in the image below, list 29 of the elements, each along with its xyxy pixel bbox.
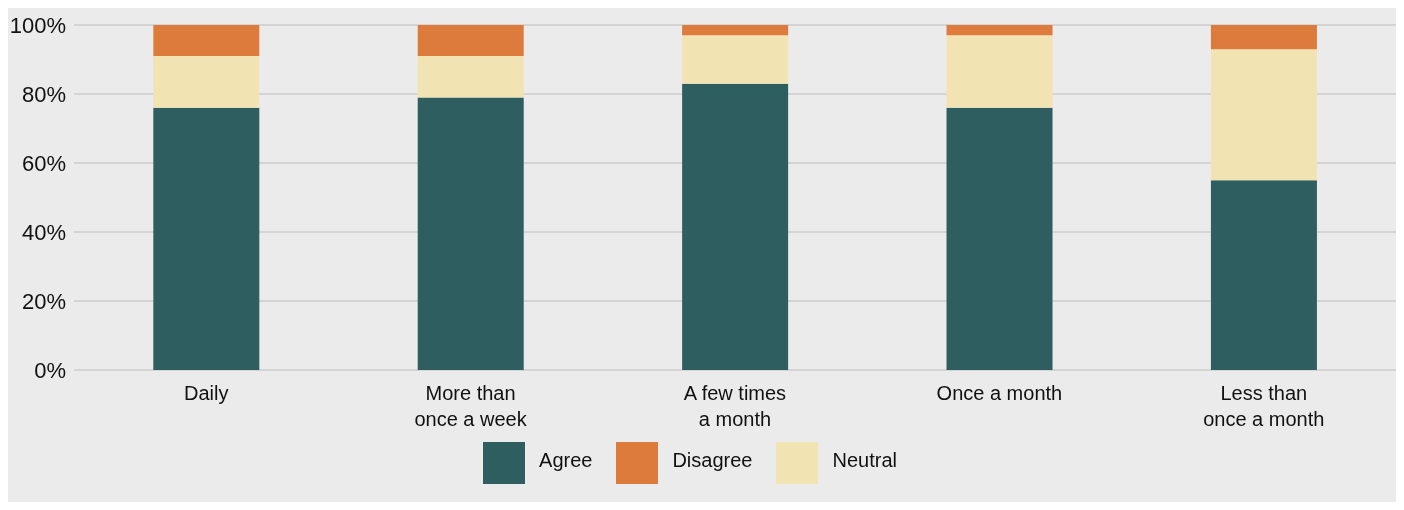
x-tick-label: A few times a month [683, 382, 787, 430]
bar [682, 25, 789, 36]
x-tick-label: Daily [183, 382, 229, 404]
y-tick-label: 80% [21, 81, 66, 107]
y-tick-label: 20% [21, 288, 66, 314]
x-tick-label: Once a month [936, 382, 1063, 404]
bar [682, 83, 789, 370]
bar [153, 25, 260, 57]
legend-label: Neutral [832, 449, 897, 472]
legend-label: Disagree [672, 449, 753, 472]
bar [1210, 180, 1317, 370]
bar [153, 107, 260, 370]
bar [946, 25, 1053, 36]
bar [1210, 25, 1317, 50]
bar [946, 107, 1053, 370]
x-tick-label: Less than once a month [1203, 382, 1325, 430]
bar [1210, 49, 1317, 181]
bar [417, 97, 524, 370]
bar [946, 35, 1053, 108]
y-tick-label: 100% [9, 12, 66, 38]
bar [417, 56, 524, 98]
y-tick-label: 40% [21, 219, 66, 245]
y-tick-label: 0% [34, 357, 66, 383]
bar [153, 56, 260, 108]
y-tick-label: 60% [21, 150, 66, 176]
legend-label: Agree [539, 449, 593, 472]
bar [682, 35, 789, 84]
x-tick-label: More than once a week [414, 382, 528, 430]
bar [417, 25, 524, 57]
